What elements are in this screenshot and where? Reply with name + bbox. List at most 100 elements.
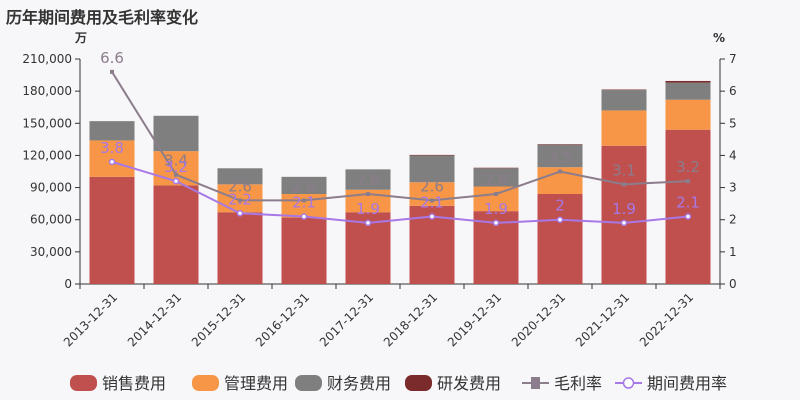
data-label-期间费用率: 2.2 xyxy=(228,190,252,208)
bar-segment-财务费用 xyxy=(153,115,199,152)
y-left-tick-label: 0 xyxy=(64,277,72,291)
x-tick-label: 2021-12-31 xyxy=(573,290,632,349)
bar-segment-研发费用 xyxy=(409,154,455,156)
legend-swatch-管理费用 xyxy=(192,375,219,391)
y-right-tick-label: 2 xyxy=(729,213,737,227)
point-毛利率 xyxy=(430,198,434,203)
x-tick-label: 2019-12-31 xyxy=(445,290,504,349)
data-label-毛利率: 3.5 xyxy=(548,149,572,167)
y-left-tick-label: 90,000 xyxy=(30,181,72,195)
point-毛利率 xyxy=(366,192,370,196)
point-毛利率 xyxy=(686,179,690,184)
point-期间费用率 xyxy=(172,177,180,185)
legend-label-研发费用: 研发费用 xyxy=(437,374,501,393)
data-label-毛利率: 2.6 xyxy=(228,177,252,195)
data-label-期间费用率: 2.1 xyxy=(292,194,316,212)
y-left-tick-label: 210,000 xyxy=(22,52,72,66)
point-毛利率 xyxy=(622,182,626,187)
legend-label-毛利率: 毛利率 xyxy=(554,374,602,393)
line-期间费用率 xyxy=(111,160,689,224)
data-label-期间费用率: 2.1 xyxy=(420,194,444,212)
data-label-期间费用率: 1.9 xyxy=(484,200,508,218)
point-期间费用率 xyxy=(684,213,692,220)
data-label-期间费用率: 2.1 xyxy=(676,194,700,212)
bar-segment-财务费用 xyxy=(409,155,455,183)
legend-label-财务费用: 财务费用 xyxy=(327,374,391,393)
bar-segment-销售费用 xyxy=(601,145,647,284)
point-毛利率 xyxy=(174,172,178,177)
y-left-tick-label: 150,000 xyxy=(22,116,72,130)
y-axis-right-unit: % xyxy=(713,31,725,45)
bar-segment-研发费用 xyxy=(473,167,519,169)
bar-segment-销售费用 xyxy=(665,129,711,284)
point-期间费用率 xyxy=(108,158,116,166)
bar-segment-研发费用 xyxy=(601,89,647,91)
data-label-毛利率: 3.1 xyxy=(612,161,636,179)
bar-segment-销售费用 xyxy=(153,185,199,284)
y-left-tick-label: 30,000 xyxy=(30,245,72,259)
legend-marker-期间费用率 xyxy=(622,377,635,389)
data-label-毛利率: 3.4 xyxy=(164,152,188,170)
bar-segment-研发费用 xyxy=(665,80,711,83)
data-label-期间费用率: 1.9 xyxy=(612,200,636,218)
bar-segment-销售费用 xyxy=(89,176,135,284)
y-right-tick-label: 4 xyxy=(729,148,737,162)
legend-swatch-销售费用 xyxy=(70,375,97,391)
legend-swatch-研发费用 xyxy=(405,375,432,391)
bar-segment-财务费用 xyxy=(537,144,583,168)
legend-swatch-财务费用 xyxy=(295,375,322,391)
bar-segment-销售费用 xyxy=(537,194,583,284)
point-期间费用率 xyxy=(556,216,564,223)
y-right-tick-label: 0 xyxy=(729,277,737,291)
point-期间费用率 xyxy=(236,210,244,217)
y-right-tick-label: 5 xyxy=(729,116,737,130)
x-tick-label: 2018-12-31 xyxy=(381,290,440,349)
bar-segment-财务费用 xyxy=(217,168,263,185)
bar-segment-销售费用 xyxy=(281,217,327,284)
data-label-毛利率: 6.6 xyxy=(100,49,124,67)
y-right-tick-label: 6 xyxy=(729,84,737,98)
legend-marker-毛利率 xyxy=(531,377,540,389)
bar-segment-财务费用 xyxy=(601,90,647,111)
point-期间费用率 xyxy=(300,213,308,220)
x-tick-label: 2014-12-31 xyxy=(125,290,184,349)
legend-label-管理费用: 管理费用 xyxy=(224,374,288,393)
point-期间费用率 xyxy=(428,213,436,220)
x-tick-label: 2020-12-31 xyxy=(509,290,568,349)
bar-segment-管理费用 xyxy=(473,186,519,212)
x-tick-label: 2013-12-31 xyxy=(61,290,120,349)
bar-segment-财务费用 xyxy=(473,168,519,187)
data-label-期间费用率: 2 xyxy=(555,197,565,215)
chart-title: 历年期间费用及毛利率变化 xyxy=(6,8,199,27)
data-label-期间费用率: 1.9 xyxy=(356,200,380,218)
bar-segment-财务费用 xyxy=(281,176,327,194)
y-right-tick-label: 7 xyxy=(729,52,737,66)
point-毛利率 xyxy=(238,198,242,203)
point-期间费用率 xyxy=(620,219,628,227)
bar-segment-财务费用 xyxy=(89,121,135,141)
y-right-tick-label: 3 xyxy=(729,181,737,195)
legend-label-期间费用率: 期间费用率 xyxy=(647,374,727,393)
data-label-毛利率: 2.8 xyxy=(484,171,508,189)
bar-segment-管理费用 xyxy=(665,99,711,130)
point-毛利率 xyxy=(494,192,498,196)
x-tick-label: 2017-12-31 xyxy=(317,290,376,349)
point-毛利率 xyxy=(558,169,562,174)
data-label-毛利率: 3.2 xyxy=(676,158,700,176)
point-期间费用率 xyxy=(364,219,372,227)
y-right-tick-label: 1 xyxy=(729,245,737,259)
data-label-期间费用率: 3.2 xyxy=(164,158,188,176)
x-tick-label: 2022-12-31 xyxy=(637,290,696,349)
y-left-tick-label: 60,000 xyxy=(30,213,72,227)
data-label-毛利率: 2.6 xyxy=(292,177,316,195)
data-label-毛利率: 2.6 xyxy=(420,177,444,195)
data-label-毛利率: 2.8 xyxy=(356,171,380,189)
x-tick-label: 2015-12-31 xyxy=(189,290,248,349)
bar-segment-管理费用 xyxy=(217,184,263,213)
bar-segment-销售费用 xyxy=(217,212,263,284)
point-毛利率 xyxy=(110,69,114,74)
legend-label-销售费用: 销售费用 xyxy=(102,374,166,393)
y-axis-left-unit: 万 xyxy=(74,31,87,45)
